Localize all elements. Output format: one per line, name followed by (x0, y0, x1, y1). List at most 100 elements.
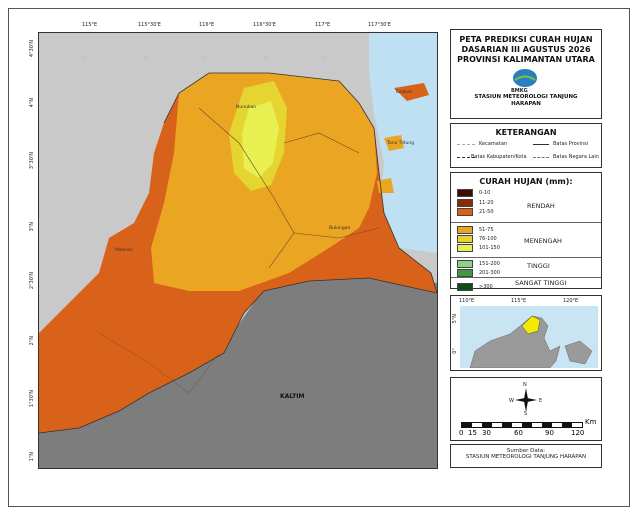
scale-tick: 15 (468, 429, 477, 437)
scale-bar (461, 422, 583, 428)
lat-tick: 3°30'N (29, 152, 35, 170)
legend-class-row: 76-100 (457, 235, 497, 243)
lon-tick: 117°30'E (368, 22, 391, 28)
compass-east-label: E (539, 398, 543, 404)
province-line-symbol (533, 144, 549, 145)
category-label: TINGGI (527, 262, 550, 270)
title-panel: PETA PREDIKSI CURAH HUJAN DASARIAN III A… (450, 29, 602, 119)
island (384, 135, 404, 151)
legend-kecamatan: Kecamatan (479, 141, 508, 147)
lat-tick: 3°N (29, 222, 35, 232)
lon-tick: 115°30'E (138, 22, 161, 28)
legend-batas-kabupaten: Batas Kabupaten/Kota (471, 154, 527, 160)
keterangan-heading: KETERANGAN (495, 128, 557, 137)
lat-tick: 1°30'N (29, 390, 35, 408)
legend-swatch (457, 260, 473, 268)
compass-scale-panel: N W E S Km 0 15 30 60 90 120 (450, 377, 602, 441)
province-boundary (39, 72, 437, 434)
lon-tick: 115°E (82, 22, 98, 28)
kecamatan-line-symbol (457, 144, 475, 145)
rainfall-legend-panel: CURAH HUJAN (mm): 0-10 11-20 21-50 51-75 76-… (450, 172, 602, 291)
place-label: Bulungan (329, 226, 351, 231)
legend-swatch (457, 235, 473, 243)
inset-lon-label: 110°E (459, 298, 475, 304)
inset-canvas (460, 306, 598, 368)
legend-range-label: 21-50 (479, 209, 494, 215)
district-boundary (198, 107, 295, 269)
scale-tick: 0 (459, 429, 464, 437)
district-boundary (283, 132, 360, 154)
place-label: Nunukan (236, 105, 257, 110)
north-arrow-icon (515, 388, 537, 412)
category-label: SANGAT TINGGI (515, 279, 567, 287)
legend-swatch (457, 283, 473, 291)
legend-swatch (457, 269, 473, 277)
lat-tick: 4°30'N (29, 40, 35, 58)
legend-range-label: >300 (479, 284, 493, 290)
legend-swatch (457, 189, 473, 197)
kaltim-region (39, 278, 437, 468)
category-label: MENENGAH (524, 237, 562, 245)
inset-highlight-province (521, 315, 541, 335)
map-title-line: PETA PREDIKSI CURAH HUJAN (459, 35, 593, 44)
place-label: Malinau (115, 248, 133, 253)
station-name-2: HARAPAN (511, 101, 541, 107)
compass-south-label: S (524, 411, 528, 417)
scale-tick: 120 (571, 429, 585, 437)
lat-tick: 2°30'N (29, 272, 35, 290)
legend-swatch (457, 244, 473, 252)
legend-class-row: 151-200 (457, 260, 500, 268)
legend-heading: CURAH HUJAN (mm): (479, 177, 573, 186)
scale-tick: 60 (514, 429, 523, 437)
legend-batas-negara: Batas Negara Lain (553, 154, 599, 160)
legend-class-row: 201-300 (457, 269, 500, 277)
legend-swatch (457, 226, 473, 234)
bmkg-logo (511, 68, 539, 88)
legend-range-label: 0-10 (479, 190, 491, 196)
legend-class-row: 101-150 (457, 244, 500, 252)
legend-class-row: 11-20 (457, 199, 494, 207)
source-panel: Sumber Data: STASIUN METEOROLOGI TANJUNG… (450, 444, 602, 468)
scale-tick: 30 (482, 429, 491, 437)
legend-batas-provinsi: Batas Provinsi (553, 141, 589, 147)
map-sheet-frame (8, 8, 630, 507)
source-label: Sumber Data: (506, 448, 546, 454)
legend-class-row: 21-50 (457, 208, 494, 216)
lat-tick: 2°N (29, 336, 35, 346)
legend-class-row: 0-10 (457, 189, 490, 197)
map-title-line: PROVINSI KALIMANTAN UTARA (457, 55, 595, 64)
country-line-symbol (533, 157, 549, 158)
legend-divider (451, 222, 601, 223)
kabupaten-line-symbol (457, 157, 475, 158)
legend-swatch (457, 199, 473, 207)
district-boundary (293, 227, 380, 239)
legend-divider (451, 257, 601, 258)
legend-range-label: 51-75 (479, 227, 494, 233)
scale-tick: 90 (545, 429, 554, 437)
inset-lat-label: 5°N (452, 314, 458, 324)
station-name: STASIUN METEOROLOGI TANJUNG (474, 94, 578, 100)
lon-tick: 117°E (315, 22, 331, 28)
legend-range-label: 151-200 (479, 261, 500, 267)
lat-tick: 4°N (29, 98, 35, 108)
island (394, 83, 429, 101)
inset-lat-label: 0° (452, 348, 458, 354)
inset-locator-map: 110°E 115°E 120°E 5°N 0° (450, 295, 602, 371)
inset-lon-label: 115°E (511, 298, 527, 304)
legend-range-label: 201-300 (479, 270, 500, 276)
legend-range-label: 76-100 (479, 236, 497, 242)
region-label-kaltim: KALTIM (280, 393, 305, 400)
legend-range-label: 11-20 (479, 200, 494, 206)
scale-unit: Km (585, 418, 597, 426)
place-label: Tana Tidung (387, 141, 415, 146)
main-map[interactable]: Nunukan Tarakan Malinau Bulungan Tana Ti… (38, 32, 438, 469)
legend-range-label: 101-150 (479, 245, 500, 251)
bmkg-logo-text: BMKG (511, 88, 528, 94)
lat-tick: 1°N (29, 452, 35, 462)
graticule (81, 53, 329, 61)
category-label: RENDAH (527, 202, 555, 210)
keterangan-panel: KETERANGAN Kecamatan Batas Provinsi Bata… (450, 123, 602, 168)
legend-swatch (457, 208, 473, 216)
lon-tick: 116°30'E (253, 22, 276, 28)
map-canvas (39, 33, 437, 468)
